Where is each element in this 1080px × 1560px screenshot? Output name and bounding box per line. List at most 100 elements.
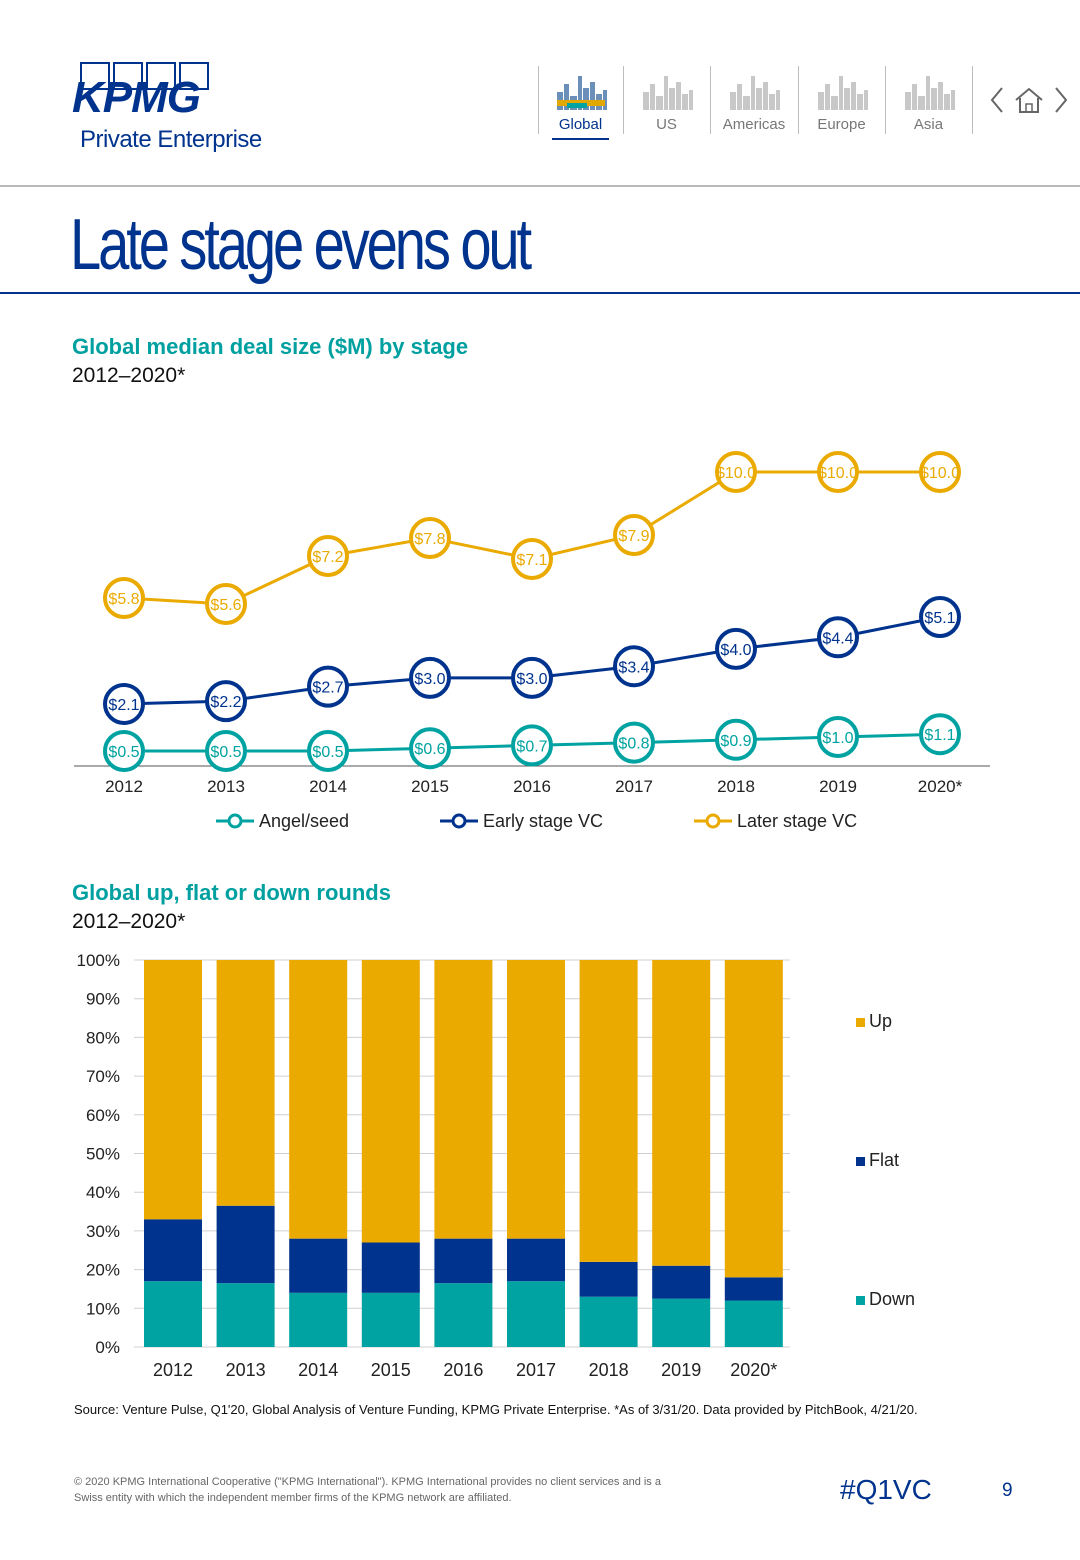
y-tick-label: 10%: [86, 1299, 120, 1318]
data-label: $1.0: [822, 730, 853, 747]
x-tick-label: 2017: [615, 777, 653, 796]
data-point: [817, 451, 859, 493]
line-chart: 2012 2013 2014 2015 2016 2017 2018 2019 2020* $5.…: [74, 451, 990, 831]
nav-separator: [710, 66, 711, 134]
y-tick-label: 100%: [77, 951, 120, 970]
data-label: $2.7: [312, 680, 343, 697]
y-tick-label: 30%: [86, 1222, 120, 1241]
bar-segment-down: [579, 1296, 638, 1347]
data-label: $10.0: [920, 465, 960, 482]
legend-swatch-marker: [705, 813, 721, 829]
data-point: [205, 680, 247, 723]
nav-tab-us[interactable]: US: [623, 66, 710, 134]
bar-segment-flat: [652, 1265, 711, 1299]
nav-separator: [972, 66, 973, 134]
skyline-asia-icon: [904, 76, 955, 110]
nav-tab-label: Asia: [913, 116, 944, 133]
legend-label: Later stage VC: [737, 811, 857, 831]
bar-segment-up: [652, 960, 711, 1266]
nav-tab-americas[interactable]: Americas: [710, 66, 798, 134]
data-point: [307, 665, 349, 708]
title-divider: [0, 292, 1080, 294]
bar-segment-up: [216, 960, 275, 1206]
x-tick-label: 2018: [589, 1360, 629, 1380]
x-tick-label: 2017: [516, 1360, 556, 1380]
data-label: $1.1: [924, 727, 955, 744]
data-point: [307, 535, 349, 577]
y-tick-label: 40%: [86, 1183, 120, 1202]
legend-swatch-marker: [227, 813, 243, 829]
nav-controls: [988, 84, 1072, 121]
x-tick-label: 2016: [513, 777, 551, 796]
data-point: [817, 716, 859, 758]
nav-tab-global[interactable]: Global: [538, 66, 623, 140]
data-label: $7.1: [516, 552, 547, 569]
x-tick-label: 2014: [309, 777, 347, 796]
footer-copyright: © 2020 KPMG International Cooperative ("…: [74, 1476, 661, 1504]
y-tick-label: 50%: [86, 1145, 120, 1164]
x-tick-label: 2020*: [730, 1360, 777, 1380]
data-point: [919, 451, 961, 493]
y-tick-label: 20%: [86, 1261, 120, 1280]
header-divider: [0, 185, 1080, 187]
data-point: [817, 616, 859, 659]
nav-separator: [538, 66, 539, 134]
bar-segment-flat: [144, 1219, 202, 1282]
source-note: Source: Venture Pulse, Q1'20, Global Ana…: [74, 1402, 918, 1417]
data-point: [103, 683, 145, 725]
bar-segment-down: [724, 1300, 783, 1347]
x-tick-label: 2019: [661, 1360, 701, 1380]
bar-segment-flat: [434, 1238, 493, 1284]
data-point: [409, 727, 451, 770]
x-tick-label: 2012: [153, 1360, 193, 1380]
bar-segment-down: [507, 1281, 565, 1347]
y-tick-label: 0%: [95, 1338, 120, 1357]
line-chart-subtitle: 2012–2020*: [72, 364, 186, 387]
line-chart-title: Global median deal size ($M) by stage: [72, 334, 469, 359]
bar-segment-flat: [724, 1277, 783, 1301]
home-icon[interactable]: [1015, 87, 1043, 113]
nav-tab-label: Europe: [817, 116, 866, 133]
data-label: $5.1: [924, 610, 955, 627]
data-label: $4.0: [720, 642, 751, 659]
x-tick-label: 2016: [443, 1360, 483, 1380]
bar-segment-up: [507, 960, 565, 1239]
data-label: $0.7: [516, 738, 547, 755]
data-label: $2.1: [108, 697, 139, 714]
data-point: [409, 517, 451, 559]
bar-segment-down: [652, 1298, 711, 1347]
bar-segment-up: [144, 960, 202, 1220]
chevron-right-icon[interactable]: [1055, 87, 1068, 113]
x-tick-label: 2013: [226, 1360, 266, 1380]
data-label: $3.0: [516, 671, 547, 688]
data-point: [511, 538, 553, 580]
data-point: [613, 721, 655, 764]
data-label: $7.8: [414, 531, 445, 548]
y-tick-label: 70%: [86, 1067, 120, 1086]
data-point: [205, 730, 247, 772]
legend-swatch: [856, 1018, 865, 1027]
bar-chart: 0% 10% 20% 30% 40% 50% 60% 70% 80% 90% 100% 2012 201…: [77, 951, 916, 1380]
bar-chart-title: Global up, flat or down rounds: [72, 880, 391, 905]
data-point: [409, 656, 451, 699]
bar-chart-subtitle: 2012–2020*: [72, 910, 186, 933]
x-tick-label: 2015: [371, 1360, 411, 1380]
legend-swatch: [856, 1296, 865, 1305]
bar-segment-down: [434, 1283, 493, 1347]
skyline-europe-icon: [817, 76, 868, 110]
nav-tab-label: Global: [558, 116, 603, 133]
x-tick-label: 2015: [411, 777, 449, 796]
bar-segment-up: [434, 960, 493, 1239]
data-point: [715, 451, 757, 493]
nav-separator: [885, 66, 886, 134]
y-tick-label: 80%: [86, 1028, 120, 1047]
data-point: [613, 645, 655, 688]
data-point: [103, 577, 145, 619]
nav-tab-europe[interactable]: Europe: [798, 66, 885, 134]
nav-separator: [798, 66, 799, 134]
bar-segment-flat: [216, 1205, 275, 1284]
nav-tab-asia[interactable]: Asia: [885, 66, 972, 134]
nav-active-underline: [552, 138, 609, 140]
nav-tab-label: Americas: [722, 116, 786, 133]
chevron-left-icon[interactable]: [990, 87, 1003, 113]
